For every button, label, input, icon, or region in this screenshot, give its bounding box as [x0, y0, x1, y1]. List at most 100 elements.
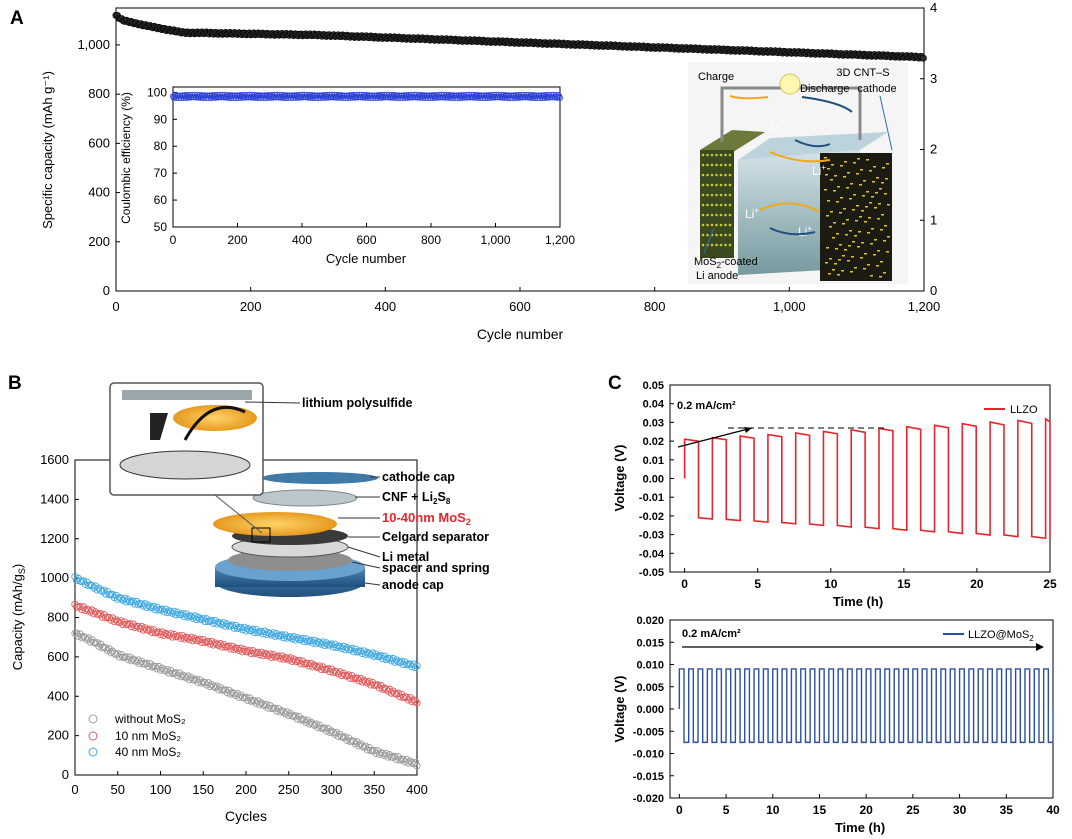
cathode-speck: [846, 187, 849, 189]
capacity-point: [262, 700, 271, 709]
y-tick-label: 100: [147, 85, 167, 99]
y-tick-label: 0.01: [643, 455, 664, 467]
capacity-point: [138, 622, 146, 631]
cathode-speck: [844, 249, 847, 251]
bulb-icon: [779, 73, 801, 95]
anode-dot: [706, 213, 709, 217]
cathode-speck: [847, 172, 850, 174]
capacity-point: [86, 608, 95, 616]
cathode-speck: [847, 260, 850, 262]
y-tick-label: 400: [88, 185, 110, 200]
lithium-polysulfide-label: lithium polysulfide: [302, 396, 412, 410]
x-tick-label: 30: [953, 803, 967, 817]
panel-c-top-legend: LLZO: [984, 404, 1038, 416]
capacity-point: [86, 638, 95, 646]
cathode-speck: [867, 264, 870, 266]
anode-dot: [728, 213, 732, 217]
capacity-point: [293, 715, 301, 723]
y-tick-label: -0.02: [639, 511, 664, 523]
capacity-point: [363, 679, 372, 687]
cathode-speck: [856, 173, 859, 175]
cathode-speck: [861, 242, 864, 244]
anode-dot: [715, 233, 718, 237]
ce-point: [554, 94, 561, 101]
capacity-point: [88, 606, 96, 614]
capacity-point: [317, 640, 325, 648]
llzo-mos-sub: 2: [1029, 634, 1034, 643]
ce-point: [556, 93, 563, 100]
cathode-speck: [867, 232, 870, 234]
cnf-layer: [252, 489, 358, 507]
anode-dot: [728, 173, 732, 177]
cathode-speck: [866, 191, 869, 193]
capacity-point: [138, 600, 146, 608]
cathode-speck: [884, 193, 887, 195]
capacity-point: [259, 701, 267, 709]
capacity-point: [95, 642, 103, 650]
ion-arrow-2: [769, 151, 831, 163]
anode-slab: [700, 130, 765, 152]
capacity-point: [117, 617, 125, 625]
charge-arrow: [729, 95, 769, 100]
capacity-point: [131, 656, 139, 664]
capacity-point: [283, 708, 291, 716]
anode-dot: [728, 203, 732, 207]
cathode-speck: [837, 274, 840, 276]
capacity-point: [326, 728, 334, 736]
y-tick-label: -0.03: [639, 530, 664, 542]
y-tick-label: 200: [47, 728, 69, 743]
panel-a-inset-ce-series: [169, 91, 564, 102]
anode-dot: [724, 163, 727, 167]
panel-b-legend: without MoS₂ 10 nm MoS₂ 40 nm MoS₂: [88, 712, 186, 759]
capacity-point: [180, 672, 189, 680]
cathode-speck: [853, 162, 856, 164]
panel-c-top-x-ticks: 0 5 10 15 20 25: [681, 568, 1057, 591]
panel-b-series: [71, 573, 421, 770]
panel-b-y-label: Capacity (mAh/gS): [10, 564, 27, 670]
cathode-speck: [833, 190, 836, 192]
x-tick-label: 5: [723, 803, 730, 817]
y-tick-label: -0.04: [639, 548, 665, 560]
anode-dot: [701, 223, 705, 227]
capacity-point: [221, 622, 230, 630]
cathode-speck: [885, 178, 888, 180]
anode-dot: [719, 213, 723, 217]
capacity-point: [353, 674, 361, 682]
capacity-point: [250, 697, 259, 705]
capacity-point: [375, 750, 384, 758]
capacity-point: [209, 682, 218, 691]
cathode-speck: [840, 197, 843, 199]
cathode-speck: [879, 276, 882, 278]
y-tick-label: 0.005: [636, 682, 664, 694]
cathode-speck: [839, 244, 842, 246]
capacity-point: [322, 727, 331, 735]
y-tick-label: 0.010: [636, 660, 664, 672]
capacity-point: [182, 674, 190, 682]
x-tick-label: 40: [1046, 803, 1060, 817]
x-tick-label: 15: [813, 803, 827, 817]
capacity-point: [285, 656, 293, 664]
anode-dot: [724, 213, 727, 217]
capacity-point: [358, 742, 366, 750]
anode-dot: [701, 243, 705, 247]
y-tick-label: 0.00: [643, 474, 664, 486]
anode-dot: [719, 203, 723, 207]
capacity-point: [919, 54, 927, 62]
anode-dot: [701, 213, 705, 217]
cathode-speck: [887, 204, 890, 206]
capacity-point: [391, 658, 399, 666]
capacity-point: [110, 593, 118, 602]
panel-c-top-series: [683, 417, 1051, 540]
capacity-point: [173, 671, 182, 680]
capacity-point: [165, 631, 173, 640]
anode-dot: [724, 233, 727, 237]
y-tick-label: 1400: [40, 491, 69, 506]
li-ion-label-2: Li+: [812, 163, 826, 178]
anode-dot: [719, 223, 723, 227]
capacity-point: [252, 699, 260, 707]
capacity-point: [382, 685, 390, 693]
anode-dot: [724, 193, 727, 197]
panel-c-top-y-ticks: -0.05 -0.04 -0.03 -0.02 -0.01 0.00 0.01 0.02 0.0…: [639, 380, 674, 579]
cathode-speck: [863, 180, 866, 182]
x-tick-label: 20: [859, 803, 873, 817]
